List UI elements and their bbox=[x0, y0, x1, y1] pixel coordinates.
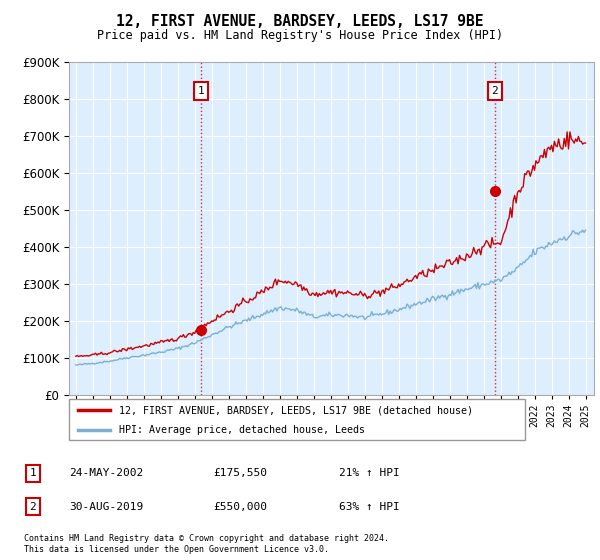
Text: 2: 2 bbox=[491, 86, 499, 96]
Text: 1: 1 bbox=[197, 86, 205, 96]
Text: 63% ↑ HPI: 63% ↑ HPI bbox=[339, 502, 400, 512]
Text: 30-AUG-2019: 30-AUG-2019 bbox=[69, 502, 143, 512]
Text: This data is licensed under the Open Government Licence v3.0.: This data is licensed under the Open Gov… bbox=[24, 545, 329, 554]
Text: 1: 1 bbox=[29, 468, 37, 478]
Text: Contains HM Land Registry data © Crown copyright and database right 2024.: Contains HM Land Registry data © Crown c… bbox=[24, 534, 389, 543]
Text: 21% ↑ HPI: 21% ↑ HPI bbox=[339, 468, 400, 478]
Text: 12, FIRST AVENUE, BARDSEY, LEEDS, LS17 9BE: 12, FIRST AVENUE, BARDSEY, LEEDS, LS17 9… bbox=[116, 14, 484, 29]
Text: £175,550: £175,550 bbox=[213, 468, 267, 478]
Text: 2: 2 bbox=[29, 502, 37, 512]
Text: £550,000: £550,000 bbox=[213, 502, 267, 512]
FancyBboxPatch shape bbox=[69, 399, 525, 440]
Text: 12, FIRST AVENUE, BARDSEY, LEEDS, LS17 9BE (detached house): 12, FIRST AVENUE, BARDSEY, LEEDS, LS17 9… bbox=[119, 405, 473, 415]
Text: HPI: Average price, detached house, Leeds: HPI: Average price, detached house, Leed… bbox=[119, 424, 365, 435]
Text: Price paid vs. HM Land Registry's House Price Index (HPI): Price paid vs. HM Land Registry's House … bbox=[97, 29, 503, 42]
Text: 24-MAY-2002: 24-MAY-2002 bbox=[69, 468, 143, 478]
